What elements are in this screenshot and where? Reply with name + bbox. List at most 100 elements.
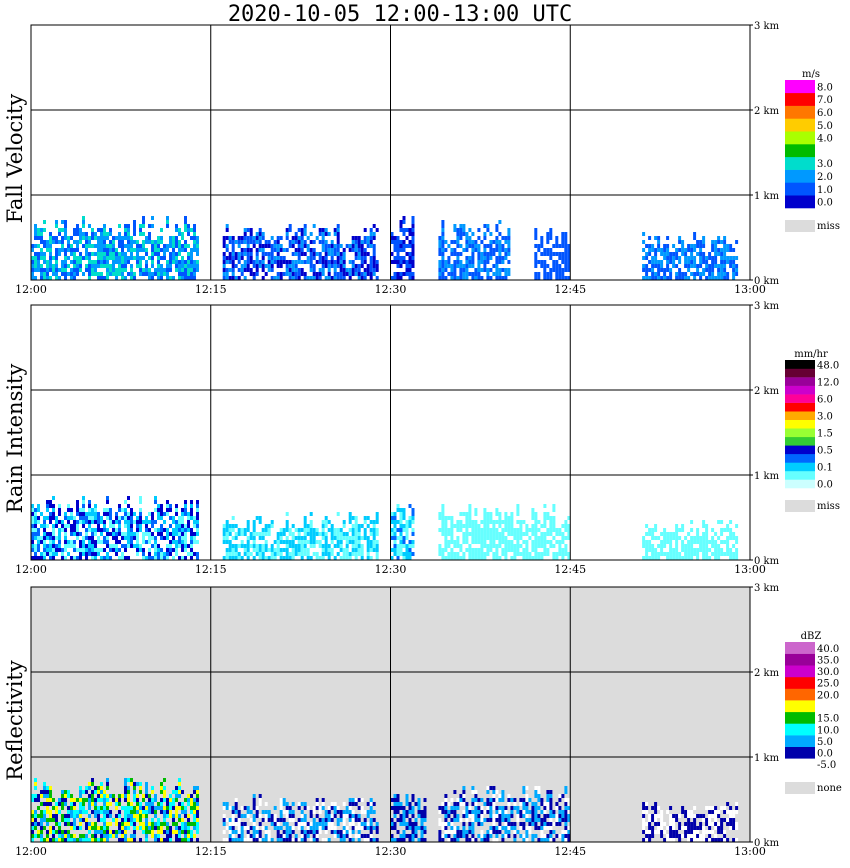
echo-cell: [169, 834, 172, 838]
echo-cell: [127, 814, 130, 818]
echo-cell: [321, 240, 325, 244]
echo-cell: [163, 520, 166, 524]
echo-cell: [97, 794, 100, 798]
echo-cell: [43, 524, 46, 528]
echo-cell: [351, 540, 355, 544]
echo-cell: [67, 540, 70, 544]
echo-cell: [133, 272, 136, 276]
echo-cell: [258, 520, 262, 524]
echo-cell: [660, 264, 664, 268]
echo-cell: [411, 826, 415, 830]
echo-cell: [246, 264, 250, 268]
echo-cell: [55, 220, 58, 224]
echo-cell: [465, 810, 469, 814]
echo-cell: [693, 834, 697, 838]
echo-cell: [196, 252, 199, 256]
echo-cell: [127, 540, 130, 544]
echo-cell: [411, 272, 415, 276]
echo-cell: [456, 244, 460, 248]
echo-cell: [549, 822, 553, 826]
echo-cell: [297, 276, 301, 280]
echo-cell: [196, 810, 199, 814]
echo-cell: [495, 818, 499, 822]
echo-cell: [178, 520, 181, 524]
echo-cell: [115, 806, 118, 810]
echo-cell: [297, 528, 301, 532]
echo-cell: [540, 818, 544, 822]
echo-cell: [225, 536, 229, 540]
echo-cell: [163, 248, 166, 252]
echo-cell: [459, 528, 463, 532]
echo-cell: [651, 528, 655, 532]
echo-cell: [522, 520, 526, 524]
echo-cell: [372, 532, 376, 536]
echo-cell: [169, 830, 172, 834]
echo-cell: [366, 272, 370, 276]
echo-cell: [267, 818, 271, 822]
echo-cell: [175, 228, 178, 232]
echo-cell: [255, 516, 259, 520]
echo-cell: [142, 272, 145, 276]
echo-cell: [94, 822, 97, 826]
echo-cell: [444, 822, 448, 826]
echo-cell: [483, 232, 487, 236]
echo-cell: [73, 822, 76, 826]
echo-cell: [645, 264, 649, 268]
echo-cell: [438, 544, 442, 548]
echo-cell: [34, 778, 37, 782]
echo-cell: [369, 818, 373, 822]
echo-cell: [46, 248, 49, 252]
echo-cell: [163, 552, 166, 556]
echo-cell: [669, 814, 673, 818]
echo-cell: [70, 540, 73, 544]
echo-cell: [516, 512, 520, 516]
echo-cell: [178, 248, 181, 252]
echo-cell: [480, 256, 484, 260]
echo-cell: [324, 244, 328, 248]
echo-cell: [184, 260, 187, 264]
echo-cell: [498, 556, 502, 560]
echo-cell: [139, 810, 142, 814]
echo-cell: [372, 838, 376, 842]
echo-cell: [231, 548, 235, 552]
echo-cell: [351, 240, 355, 244]
echo-cell: [447, 532, 451, 536]
echo-cell: [504, 512, 508, 516]
echo-cell: [252, 272, 256, 276]
echo-cell: [133, 276, 136, 280]
echo-cell: [324, 548, 328, 552]
echo-cell: [181, 810, 184, 814]
echo-cell: [118, 826, 121, 830]
echo-cell: [31, 504, 34, 508]
echo-cell: [447, 544, 451, 548]
echo-cell: [390, 512, 394, 516]
echo-cell: [225, 244, 229, 248]
echo-cell: [522, 810, 526, 814]
echo-cell: [351, 516, 355, 520]
echo-cell: [222, 256, 226, 260]
echo-cell: [285, 822, 289, 826]
echo-cell: [175, 252, 178, 256]
echo-cell: [411, 512, 415, 516]
echo-cell: [106, 272, 109, 276]
echo-cell: [723, 260, 727, 264]
echo-cell: [79, 548, 82, 552]
echo-cell: [142, 532, 145, 536]
echo-cell: [67, 814, 70, 818]
echo-cell: [106, 814, 109, 818]
echo-cell: [252, 814, 256, 818]
echo-cell: [115, 236, 118, 240]
echo-cell: [52, 496, 55, 500]
echo-cell: [118, 516, 121, 520]
echo-cell: [175, 548, 178, 552]
echo-cell: [88, 500, 91, 504]
echo-cell: [40, 790, 43, 794]
echo-cell: [288, 556, 292, 560]
echo-cell: [291, 826, 295, 830]
echo-cell: [46, 548, 49, 552]
echo-cell: [88, 536, 91, 540]
echo-cell: [732, 276, 736, 280]
echo-cell: [193, 532, 196, 536]
echo-cell: [474, 244, 478, 248]
echo-cell: [690, 830, 694, 834]
